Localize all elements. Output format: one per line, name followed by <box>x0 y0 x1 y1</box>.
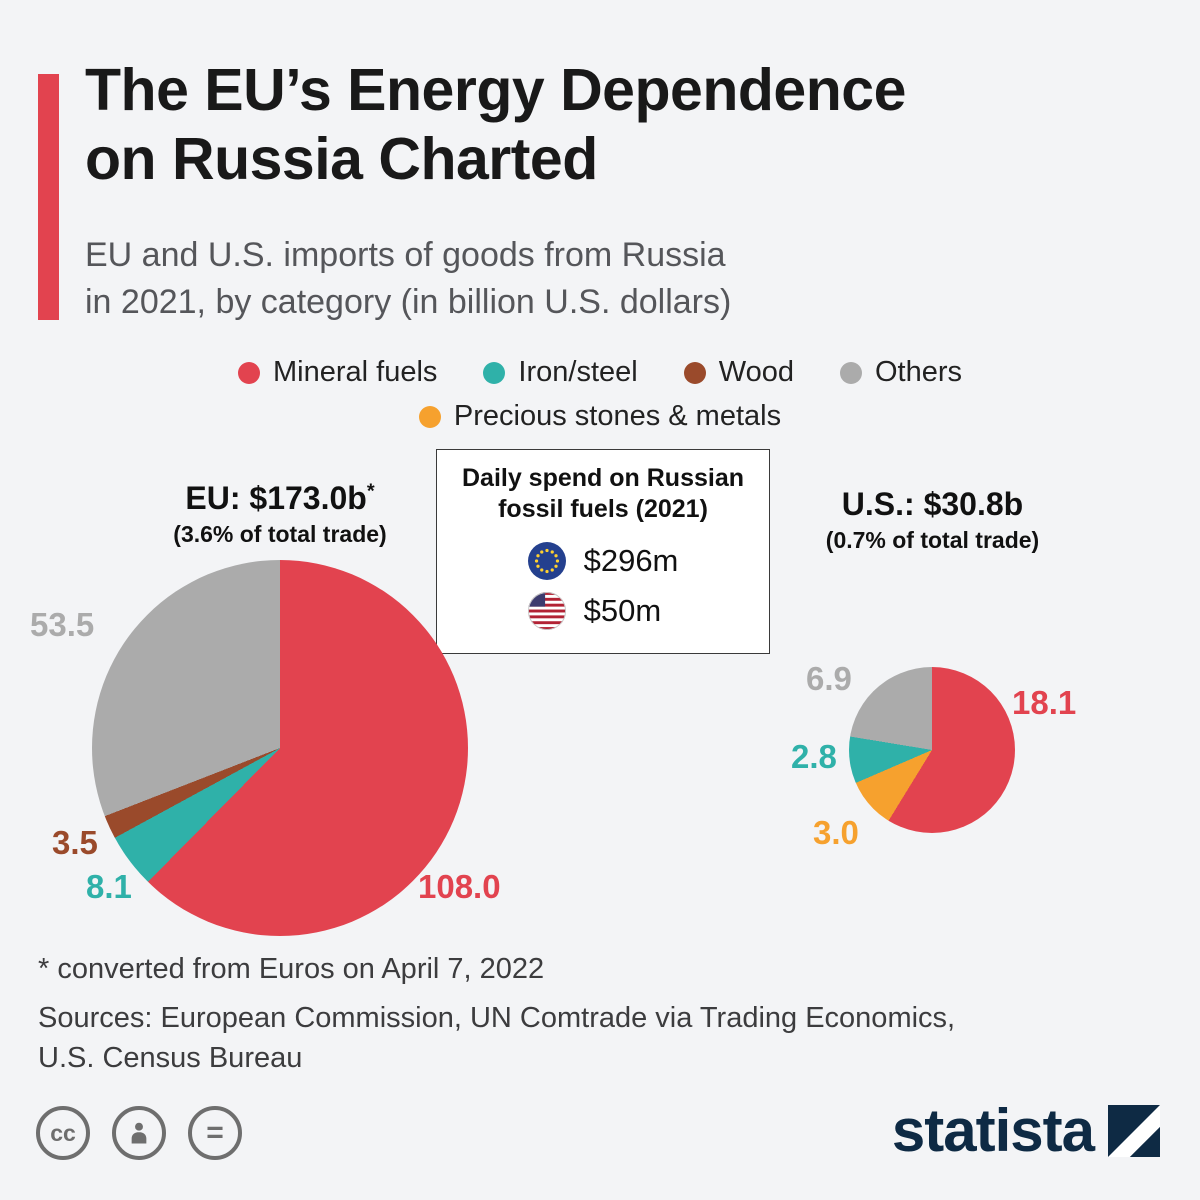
page-subtitle-line2: in 2021, by category (in billion U.S. do… <box>85 282 732 321</box>
statista-logo[interactable]: statista <box>892 1096 1160 1165</box>
legend-dot-mineral-fuels-icon <box>238 361 261 384</box>
legend-item-precious-stones: Precious stones & metals <box>418 400 782 433</box>
legend-row-2: Precious stones & metals <box>0 400 1200 433</box>
eu-total-value: EU: $173.0b <box>185 480 367 516</box>
equals-icon[interactable]: = <box>188 1106 242 1160</box>
legend-label-iron-steel: Iron/steel <box>518 356 638 388</box>
creative-commons-icon[interactable]: cc <box>36 1106 90 1160</box>
legend-dot-iron-steel-icon <box>483 361 506 384</box>
page-title: The EU’s Energy Dependence on Russia Cha… <box>85 56 906 194</box>
us-flag-icon <box>527 591 566 630</box>
legend-row-1: Mineral fuels Iron/steel Wood Others <box>0 356 1200 389</box>
eu-chart-subtitle: (3.6% of total trade) <box>173 521 387 547</box>
legend: Mineral fuels Iron/steel Wood Others Pre… <box>0 356 1200 444</box>
us-pie-chart <box>849 667 1015 833</box>
eu-daily-spend-value: $296m <box>583 542 679 578</box>
us-label-mineral-fuels: 18.1 <box>1012 684 1077 721</box>
legend-item-others: Others <box>839 356 962 389</box>
daily-spend-box: Daily spend on Russian fossil fuels (202… <box>436 449 770 654</box>
eu-flag-icon <box>527 541 566 580</box>
eu-label-mineral-fuels: 108.0 <box>418 868 501 905</box>
us-label-iron-steel: 2.8 <box>791 738 837 775</box>
us-label-others: 6.9 <box>806 660 852 697</box>
attribution-person-icon[interactable] <box>112 1106 166 1160</box>
page-title-line1: The EU’s Energy Dependence <box>85 57 906 123</box>
daily-spend-row-us: $50m <box>527 591 679 630</box>
us-chart-title: U.S.: $30.8b <box>841 486 1024 522</box>
license-icons: cc = <box>36 1106 242 1160</box>
conversion-footnote: * converted from Euros on April 7, 2022 <box>38 953 545 985</box>
us-daily-spend-value: $50m <box>583 592 662 628</box>
eu-chart-title: EU: $173.0b* <box>80 480 480 517</box>
legend-dot-others-icon <box>839 361 862 384</box>
page-subtitle-line1: EU and U.S. imports of goods from Russia <box>85 236 726 274</box>
footnote-marker: * <box>366 480 375 503</box>
legend-item-wood: Wood <box>683 356 794 389</box>
legend-dot-wood-icon <box>683 361 706 384</box>
legend-label-mineral-fuels: Mineral fuels <box>273 356 438 388</box>
sources-line1: Sources: European Commission, UN Comtrad… <box>38 1002 956 1034</box>
daily-spend-title: Daily spend on Russian fossil fuels (202… <box>447 463 759 526</box>
title-accent-bar <box>38 74 59 320</box>
statista-wordmark: statista <box>891 1097 1095 1164</box>
eu-label-iron-steel: 8.1 <box>86 868 132 905</box>
eu-chart-heading: EU: $173.0b* (3.6% of total trade) <box>80 480 480 548</box>
equals-label: = <box>206 1116 224 1149</box>
eu-label-others: 53.5 <box>30 606 95 643</box>
page-title-line2: on Russia Charted <box>85 126 598 193</box>
us-chart-subtitle: (0.7% of total trade) <box>825 527 1040 553</box>
legend-label-others: Others <box>874 356 962 388</box>
daily-spend-row-eu: $296m <box>527 541 679 580</box>
sources-note: Sources: European Commission, UN Comtrad… <box>38 998 955 1078</box>
daily-spend-title-line2: fossil fuels (2021) <box>498 495 708 524</box>
statista-mark-icon <box>1108 1104 1160 1157</box>
legend-label-precious-stones: Precious stones & metals <box>453 400 782 432</box>
eu-pie-chart <box>92 560 468 936</box>
daily-spend-title-line1: Daily spend on Russian <box>461 464 744 492</box>
legend-item-mineral-fuels: Mineral fuels <box>238 356 437 389</box>
creative-commons-label: cc <box>50 1119 76 1146</box>
legend-item-iron-steel: Iron/steel <box>483 356 638 389</box>
eu-label-wood: 3.5 <box>52 824 98 861</box>
us-label-precious-stones: 3.0 <box>813 814 859 851</box>
us-chart-heading: U.S.: $30.8b (0.7% of total trade) <box>765 486 1100 554</box>
page-subtitle: EU and U.S. imports of goods from Russia… <box>85 232 731 326</box>
sources-line2: U.S. Census Bureau <box>38 1042 303 1075</box>
legend-dot-precious-stones-icon <box>418 405 441 428</box>
daily-spend-rows: $296m <box>527 530 679 630</box>
legend-label-wood: Wood <box>718 356 794 388</box>
